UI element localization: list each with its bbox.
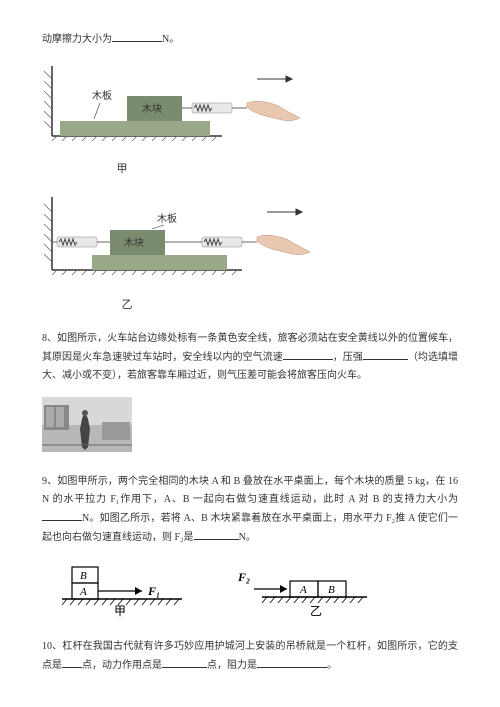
diagram-yi: F₂ A B 乙 <box>232 559 372 624</box>
q10-mid1: 点，动力作用点是 <box>82 660 162 671</box>
apparatus-jia-svg: 木板 木块 <box>42 61 312 151</box>
plank-label-jia: 木板 <box>92 89 112 102</box>
svg-text:F₂: F₂ <box>237 570 250 584</box>
q8-blank2 <box>363 348 408 360</box>
svg-text:甲: 甲 <box>114 604 126 617</box>
svg-text:B: B <box>80 570 87 582</box>
block-label-jia: 木块 <box>142 103 162 115</box>
apparatus-yi-svg: 木块 木板 <box>42 192 327 287</box>
svg-text:A: A <box>79 586 87 598</box>
q9-prefix: 9、如图甲所示，两个完全相同的木块 A 和 B 叠放在水平桌面上，每个木块的质量… <box>42 476 458 505</box>
q9-suffix: N。 <box>239 532 256 543</box>
q10-text: 10、杠杆在我国古代就有许多巧妙应用护城河上安装的吊桥就是一个杠杆，如图所示，它… <box>42 638 458 675</box>
intro-line: 动摩擦力大小为 N。 <box>42 30 458 49</box>
q9-blank2 <box>194 528 239 540</box>
q9-text: 9、如图甲所示，两个完全相同的木块 A 和 B 叠放在水平桌面上，每个木块的质量… <box>42 473 458 547</box>
q10-blank2 <box>162 656 207 668</box>
q10-blank1 <box>62 656 82 668</box>
q8-blank1 <box>283 348 333 360</box>
figure-yi: 木块 木板 乙 <box>42 192 458 316</box>
q9-blank1 <box>42 509 82 521</box>
svg-text:A: A <box>299 584 307 596</box>
intro-suffix: N。 <box>162 34 179 45</box>
fig-yi-label: 乙 <box>42 296 212 316</box>
diagram-jia: B A F₁ 甲 <box>62 559 192 624</box>
q8-text: 8、如图所示，火车站台边缘处标有一条黄色安全线，旅客必须站在安全黄线以外的位置候… <box>42 330 458 385</box>
fig-jia-label: 甲 <box>42 160 202 180</box>
svg-text:乙: 乙 <box>310 604 322 617</box>
intro-blank <box>112 30 162 42</box>
q10-mid2: 点，阻力是 <box>207 660 257 671</box>
q8-mid1: ，压强 <box>333 352 363 363</box>
svg-text:F₁: F₁ <box>147 584 160 598</box>
q9-diagrams: B A F₁ 甲 F₂ A B 乙 <box>62 559 458 624</box>
q8-photo <box>42 397 458 459</box>
q10-blank3 <box>257 656 327 668</box>
plank-label-yi: 木板 <box>157 212 177 225</box>
q10-suffix: 。 <box>327 660 337 671</box>
intro-text: 动摩擦力大小为 <box>42 34 112 45</box>
block-label-yi: 木块 <box>124 237 144 249</box>
figure-jia: 木板 木块 甲 <box>42 61 458 180</box>
svg-text:B: B <box>328 584 335 596</box>
train-photo-icon <box>42 397 132 452</box>
